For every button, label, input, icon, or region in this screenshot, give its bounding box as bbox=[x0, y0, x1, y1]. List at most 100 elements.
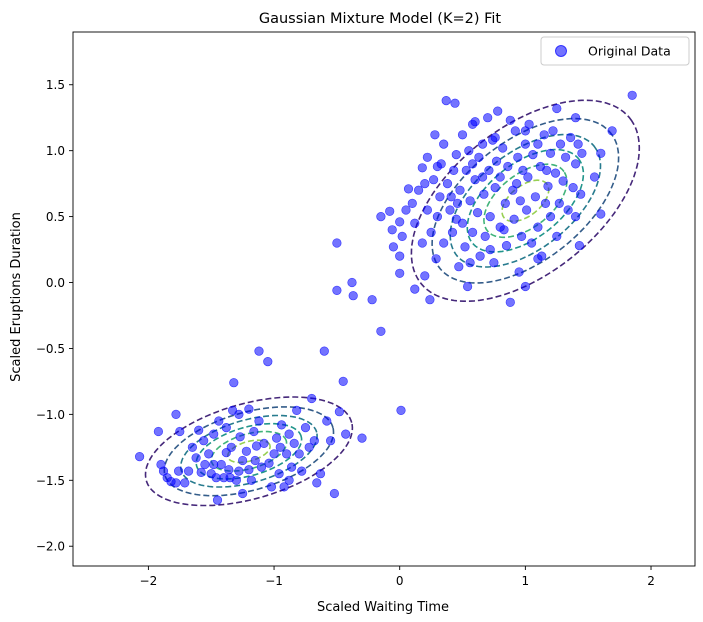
data-point bbox=[180, 478, 190, 488]
data-point bbox=[287, 462, 297, 472]
data-point bbox=[485, 212, 495, 222]
data-point bbox=[309, 436, 319, 446]
data-point bbox=[322, 416, 332, 426]
data-point bbox=[234, 466, 244, 476]
x-tick-label: 2 bbox=[647, 574, 655, 588]
y-tick-label: 0.5 bbox=[46, 210, 65, 224]
y-tick-label: −1.5 bbox=[36, 474, 65, 488]
data-point bbox=[457, 130, 468, 140]
data-point bbox=[574, 241, 585, 251]
data-point bbox=[284, 429, 294, 439]
data-point bbox=[449, 165, 459, 175]
data-point bbox=[520, 281, 531, 292]
data-point bbox=[473, 208, 483, 218]
data-point bbox=[523, 172, 533, 182]
data-point bbox=[209, 429, 219, 439]
data-point bbox=[540, 198, 551, 208]
data-point bbox=[292, 405, 302, 416]
data-point bbox=[515, 196, 525, 206]
data-point bbox=[528, 150, 538, 160]
data-point bbox=[174, 466, 184, 476]
data-point bbox=[465, 196, 475, 206]
data-point bbox=[332, 285, 342, 296]
data-point bbox=[533, 222, 543, 232]
data-point bbox=[225, 473, 235, 483]
data-point bbox=[224, 465, 234, 475]
data-point bbox=[199, 436, 209, 446]
data-point bbox=[490, 183, 500, 193]
legend-box bbox=[540, 36, 690, 66]
data-point bbox=[510, 126, 520, 136]
data-point bbox=[244, 465, 254, 475]
data-point bbox=[277, 420, 287, 430]
data-point bbox=[479, 189, 489, 199]
data-point bbox=[422, 205, 433, 215]
data-point bbox=[200, 459, 210, 470]
legend[interactable]: Original Data bbox=[540, 36, 690, 66]
data-point bbox=[397, 231, 407, 241]
data-point bbox=[171, 409, 181, 420]
x-tick-label: −2 bbox=[140, 574, 158, 588]
data-point bbox=[347, 277, 357, 288]
data-point bbox=[452, 198, 463, 208]
legend-label: Original Data bbox=[588, 44, 671, 59]
data-point bbox=[570, 212, 581, 222]
data-point bbox=[401, 205, 411, 215]
data-point bbox=[235, 432, 245, 442]
data-point bbox=[187, 442, 197, 452]
data-point bbox=[514, 267, 524, 277]
data-point bbox=[135, 452, 145, 462]
data-point bbox=[542, 165, 552, 175]
data-point bbox=[573, 139, 583, 149]
data-point bbox=[539, 130, 549, 140]
data-point bbox=[431, 254, 441, 264]
data-point bbox=[550, 168, 561, 178]
data-point bbox=[451, 150, 461, 160]
data-point bbox=[332, 238, 342, 248]
data-point bbox=[451, 214, 461, 224]
x-axis-ticks: −2 −1 0 1 2 bbox=[140, 566, 655, 588]
data-point bbox=[543, 181, 553, 191]
data-point bbox=[430, 130, 440, 140]
data-point bbox=[461, 165, 471, 175]
scatter-points bbox=[135, 90, 637, 505]
data-point bbox=[272, 433, 282, 443]
data-point bbox=[460, 242, 470, 252]
data-point bbox=[249, 426, 259, 437]
data-point bbox=[348, 291, 358, 301]
data-point bbox=[266, 482, 277, 492]
data-point bbox=[500, 198, 510, 208]
chart-title: Gaussian Mixture Model (K=2) Fit bbox=[259, 11, 502, 27]
data-point bbox=[269, 449, 279, 459]
data-point bbox=[251, 441, 262, 451]
x-axis-label: Scaled Waiting Time bbox=[317, 600, 449, 615]
data-point bbox=[478, 172, 488, 182]
data-point bbox=[526, 238, 537, 248]
data-point bbox=[468, 159, 478, 169]
data-point bbox=[319, 346, 329, 356]
contour-line bbox=[195, 422, 303, 480]
data-point bbox=[533, 254, 543, 264]
x-tick-label: 1 bbox=[522, 574, 530, 588]
data-point bbox=[552, 231, 562, 241]
data-point bbox=[376, 326, 386, 336]
data-point bbox=[297, 466, 307, 476]
plot-frame bbox=[72, 31, 696, 567]
data-point bbox=[483, 113, 493, 123]
data-point bbox=[307, 393, 317, 404]
data-point bbox=[279, 482, 289, 492]
data-point bbox=[478, 139, 488, 149]
data-point bbox=[263, 357, 273, 367]
data-point bbox=[403, 184, 414, 194]
data-point bbox=[432, 161, 443, 172]
data-point bbox=[554, 198, 564, 208]
data-point bbox=[289, 438, 299, 449]
contour-line bbox=[227, 439, 271, 464]
data-point bbox=[447, 227, 458, 237]
data-point bbox=[264, 458, 274, 468]
data-point bbox=[530, 192, 541, 202]
data-point bbox=[367, 295, 377, 305]
data-point bbox=[520, 139, 531, 149]
data-point bbox=[212, 495, 223, 505]
